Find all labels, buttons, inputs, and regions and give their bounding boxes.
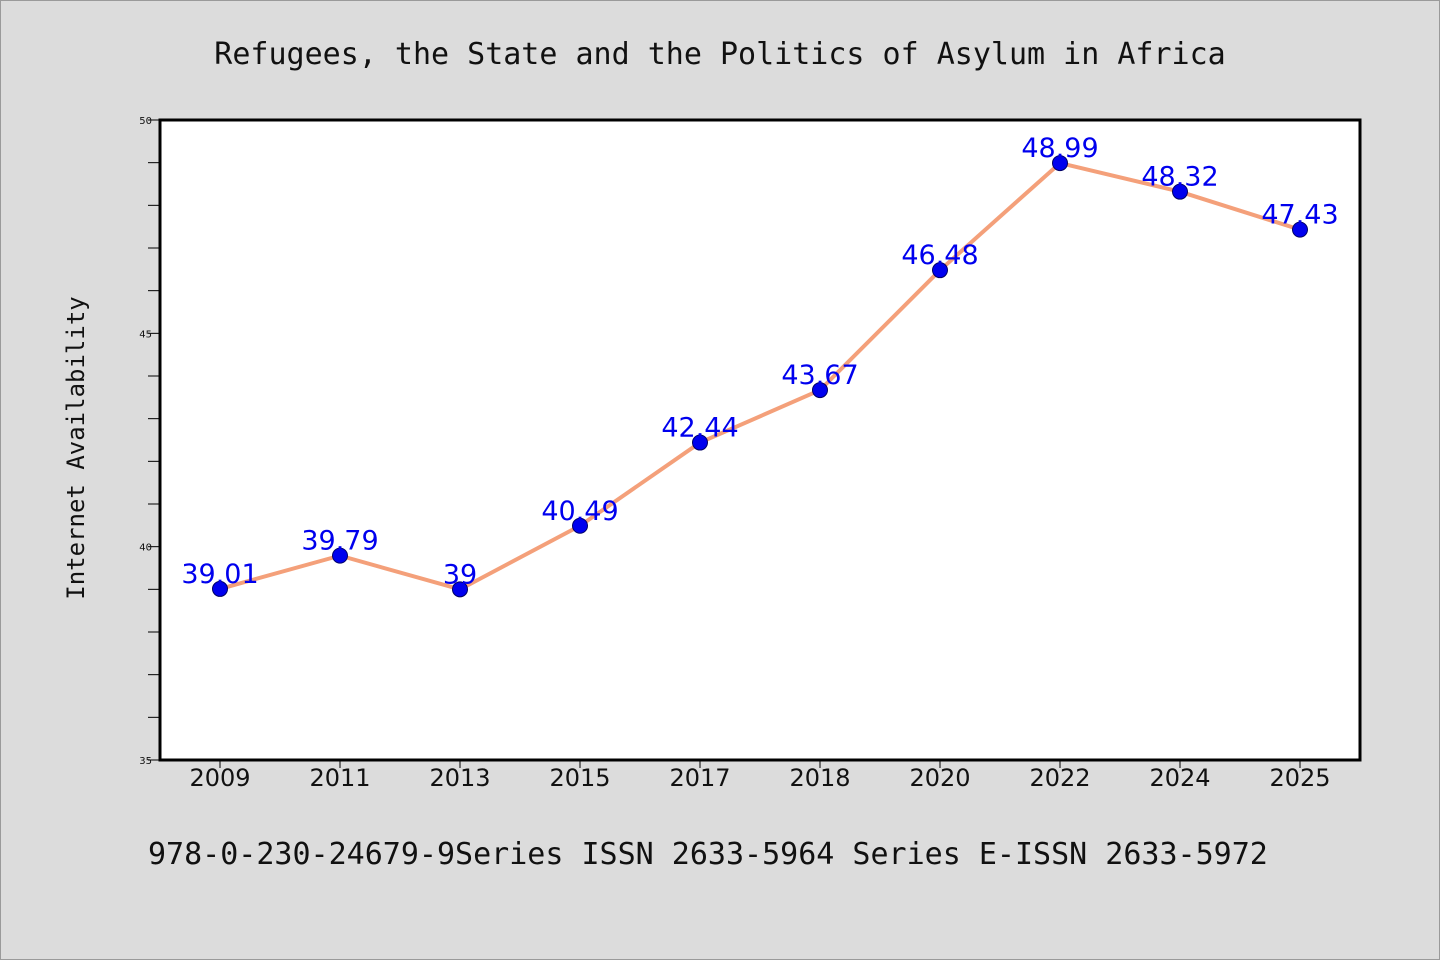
y-axis: 35 40 45 50 [139,116,160,767]
data-label: 39.01 [181,559,258,590]
x-tick-label: 2025 [1269,764,1330,792]
y-tick-label: 35 [139,756,152,767]
y-axis-label: Internet Availability [62,296,90,599]
y-tick-label: 40 [139,543,152,554]
x-tick-label: 2011 [309,764,370,792]
x-tick-label: 2013 [429,764,490,792]
series-line-group [219,161,1301,592]
footer-isbn-text: 978-0-230-24679-9Series ISSN 2633-5964 S… [148,837,1268,872]
data-label: 43.67 [781,360,858,391]
data-point [572,517,588,534]
data-point [1292,221,1308,238]
x-tick-label: 2024 [1149,764,1210,792]
data-label: 39.79 [301,526,378,557]
data-point [212,580,228,597]
data-label: 48.99 [1021,133,1098,164]
data-point [332,547,348,564]
chart-title: Refugees, the State and the Politics of … [214,37,1225,72]
data-point [1172,183,1188,200]
data-point [692,434,708,451]
series-line [219,161,1301,592]
data-label: 48.32 [1141,162,1218,193]
x-tick-label: 2017 [669,764,730,792]
data-point [1052,155,1068,172]
data-label: 42.44 [661,413,738,444]
data-points [212,155,1308,598]
data-labels: 39.01 39.79 39 40.49 42.44 43.67 46.48 48.99 48.… [181,133,1338,590]
data-point [812,382,828,399]
data-label: 39 [443,559,477,590]
x-tick-label: 2018 [789,764,850,792]
y-tick-label: 45 [139,329,152,340]
data-point [452,581,468,598]
x-tick-label: 2009 [189,764,250,792]
data-label: 46.48 [901,240,978,271]
plot-area [158,118,1362,762]
x-tick-label: 2022 [1029,764,1090,792]
x-axis: 2009 2011 2013 2015 2017 2018 2020 2022 2024 2025 [189,760,1331,792]
data-label: 40.49 [541,496,618,527]
data-label: 47.43 [1261,200,1338,231]
data-point [932,262,948,279]
y-tick-label: 50 [139,116,152,127]
x-tick-label: 2020 [909,764,970,792]
x-tick-label: 2015 [549,764,610,792]
